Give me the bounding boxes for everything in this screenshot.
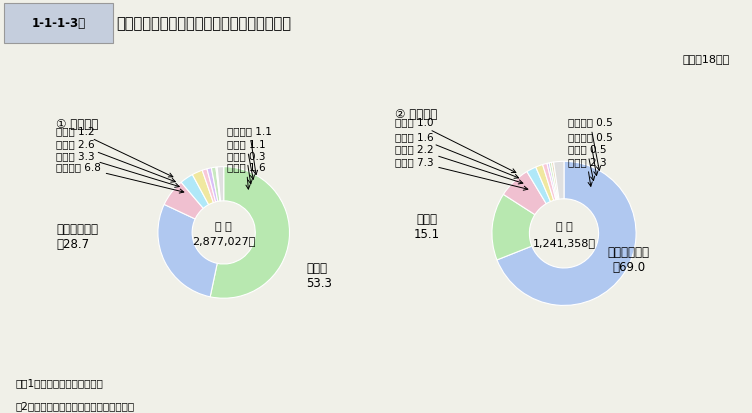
Text: 住居侵入 1.1: 住居侵入 1.1 (227, 126, 272, 175)
Text: 恐　嗝 0.3: 恐 嗝 0.3 (227, 150, 265, 185)
Text: 2,877,027件: 2,877,027件 (192, 236, 256, 246)
Text: 交通関係業過
　28.7: 交通関係業過 28.7 (56, 222, 98, 250)
Wedge shape (211, 168, 220, 202)
Text: 窃　盗
15.1: 窃 盗 15.1 (414, 213, 440, 241)
Wedge shape (181, 175, 208, 209)
Wedge shape (217, 167, 224, 202)
Text: ① 認知件数: ① 認知件数 (56, 118, 99, 131)
Wedge shape (216, 168, 220, 202)
Text: 傂　害 2.2: 傂 害 2.2 (395, 144, 523, 185)
FancyBboxPatch shape (4, 4, 113, 44)
Wedge shape (551, 163, 559, 200)
Text: 横　領 7.3: 横 領 7.3 (395, 157, 528, 191)
Text: 傂　害 1.2: 傂 害 1.2 (56, 126, 173, 178)
Wedge shape (503, 172, 546, 215)
Wedge shape (527, 168, 550, 204)
Wedge shape (158, 205, 217, 297)
Wedge shape (202, 169, 216, 203)
Text: 暴　行 1.1: 暴 行 1.1 (227, 139, 265, 180)
Wedge shape (210, 167, 290, 299)
Wedge shape (549, 163, 558, 200)
Wedge shape (547, 164, 557, 200)
Text: 住居侵入 0.5: 住居侵入 0.5 (568, 132, 612, 176)
Text: その他 1.6: その他 1.6 (227, 162, 265, 190)
Text: 刑法犯の認知件数・検挙人員の罪名別構成比: 刑法犯の認知件数・検挙人員の罪名別構成比 (117, 16, 292, 31)
Text: 交通関係業過
　69.0: 交通関係業過 69.0 (608, 245, 650, 273)
Wedge shape (492, 195, 535, 260)
Text: 詐　欺 2.6: 詐 欺 2.6 (56, 139, 175, 183)
Text: 総 数: 総 数 (215, 221, 232, 231)
Text: 1-1-1-3図: 1-1-1-3図 (32, 17, 85, 30)
Wedge shape (193, 171, 214, 205)
Text: 1,241,358人: 1,241,358人 (532, 237, 596, 247)
Wedge shape (164, 183, 203, 219)
Wedge shape (207, 169, 218, 202)
Text: （平成18年）: （平成18年） (682, 54, 729, 64)
Text: 詐　欺 1.0: 詐 欺 1.0 (395, 117, 516, 173)
Text: その他 2.3: その他 2.3 (568, 157, 606, 187)
Wedge shape (543, 164, 556, 201)
Text: 総 数: 総 数 (556, 222, 572, 232)
Text: ② 検挙人員: ② 検挙人員 (395, 108, 437, 121)
Wedge shape (497, 162, 636, 306)
Text: 暴　行 1.6: 暴 行 1.6 (395, 132, 519, 179)
Wedge shape (553, 162, 564, 199)
Text: 2　「横領」は，遠失物等横領を含む。: 2 「横領」は，遠失物等横領を含む。 (15, 400, 134, 410)
Text: 窃　盗
53.3: 窃 盗 53.3 (306, 261, 332, 290)
Text: 横　領 3.3: 横 領 3.3 (56, 150, 179, 188)
Wedge shape (535, 165, 553, 202)
Text: 注　1　警察庁の統計による。: 注 1 警察庁の統計による。 (15, 377, 103, 387)
Text: 器物損壊 0.5: 器物損壊 0.5 (568, 117, 612, 171)
Text: 器物損壊 6.8: 器物損壊 6.8 (56, 162, 183, 194)
Text: 恐　嗝 0.5: 恐 嗝 0.5 (568, 144, 606, 181)
